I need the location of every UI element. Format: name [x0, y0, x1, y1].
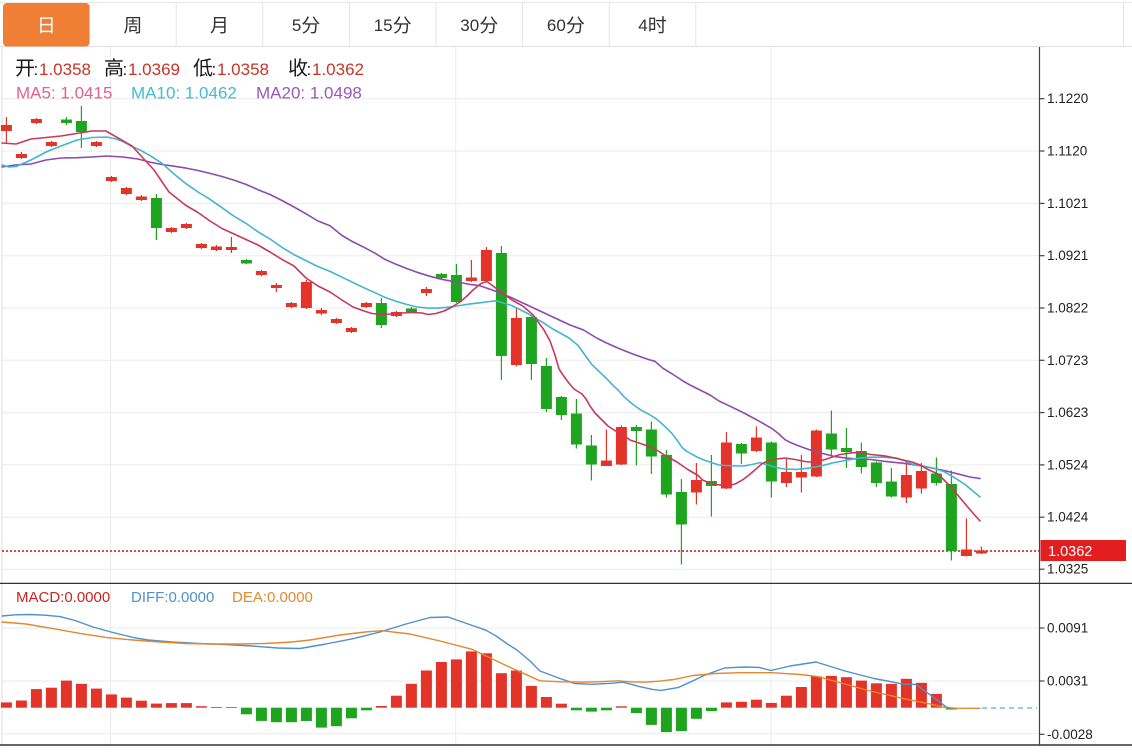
- svg-text:1.1220: 1.1220: [1047, 91, 1088, 106]
- svg-text:30: 30: [460, 16, 479, 35]
- svg-text:1.0921: 1.0921: [1047, 248, 1088, 263]
- svg-text::: :: [34, 60, 39, 79]
- svg-text:1.0358: 1.0358: [39, 60, 91, 79]
- svg-text::: :: [307, 60, 312, 79]
- svg-text:1.0424: 1.0424: [1047, 510, 1089, 525]
- svg-text:DIFF:0.0000: DIFF:0.0000: [131, 589, 214, 606]
- svg-text::: :: [212, 60, 217, 79]
- svg-text:DEA:0.0000: DEA:0.0000: [232, 589, 313, 606]
- svg-text:0.0031: 0.0031: [1047, 674, 1088, 689]
- svg-text:60: 60: [547, 16, 566, 35]
- svg-text:MA5: 1.0415: MA5: 1.0415: [16, 84, 112, 103]
- svg-text:MA10: 1.0462: MA10: 1.0462: [131, 84, 237, 103]
- svg-text:1.0362: 1.0362: [1048, 544, 1092, 560]
- svg-text:1.0723: 1.0723: [1047, 353, 1088, 368]
- svg-text:1.0325: 1.0325: [1047, 562, 1088, 577]
- svg-text:MA20: 1.0498: MA20: 1.0498: [256, 84, 362, 103]
- svg-text:1.1021: 1.1021: [1047, 196, 1088, 211]
- svg-text:15: 15: [374, 16, 393, 35]
- svg-text:-0.0028: -0.0028: [1047, 727, 1093, 742]
- svg-text:1.0362: 1.0362: [312, 60, 364, 79]
- svg-text:4: 4: [638, 16, 647, 35]
- svg-text:1.1120: 1.1120: [1047, 144, 1087, 159]
- svg-text:1.0822: 1.0822: [1047, 301, 1088, 316]
- svg-text:1.0623: 1.0623: [1047, 405, 1088, 420]
- svg-text:1.0524: 1.0524: [1047, 457, 1089, 472]
- svg-text::: :: [123, 60, 128, 79]
- svg-text:MACD:0.0000: MACD:0.0000: [16, 589, 110, 606]
- svg-text:5: 5: [292, 16, 301, 35]
- svg-text:1.0358: 1.0358: [217, 60, 269, 79]
- svg-text:1.0369: 1.0369: [128, 60, 180, 79]
- svg-text:0.0091: 0.0091: [1047, 621, 1088, 636]
